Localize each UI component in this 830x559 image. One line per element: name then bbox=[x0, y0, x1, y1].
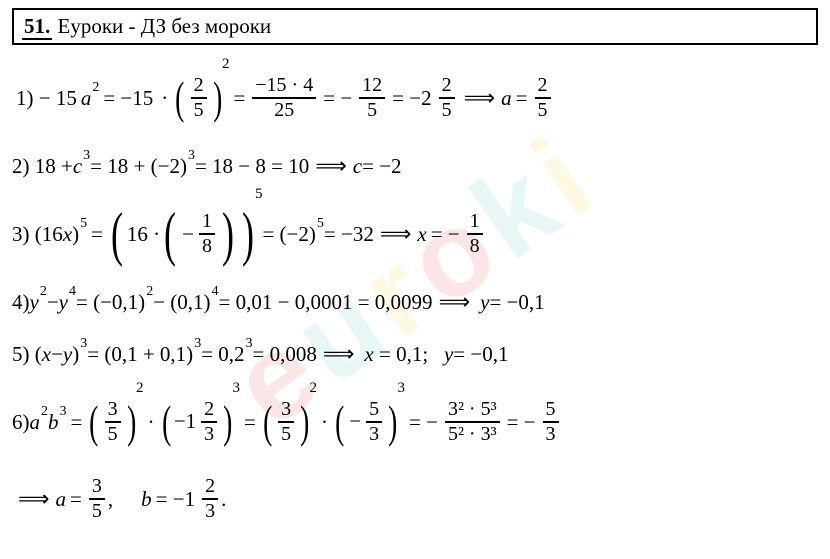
implies-arrow: ⟹ bbox=[439, 291, 471, 313]
paren-group: (25) bbox=[172, 75, 225, 120]
header-box: 51. Еуроки - ДЗ без мороки bbox=[12, 8, 818, 45]
equation-5: 5) (x − y)3 = (0,1 + 0,1)3 = 0,23 = 0,00… bbox=[12, 331, 818, 377]
equation-3: 3) (16x)5 = ( 16 · (−18) )5 = (−2)5 = −3… bbox=[12, 195, 818, 273]
implies-arrow: ⟹ bbox=[380, 223, 412, 245]
equation-6: 6) a2b3 = (35)2 · (−123)3 = (35)2 · (−53… bbox=[12, 383, 818, 461]
implies-arrow: ⟹ bbox=[315, 155, 347, 177]
equation-6-cont: ⟹ a = 35 , b = −1 23 . bbox=[12, 467, 818, 531]
implies-arrow: ⟹ bbox=[464, 87, 496, 109]
equation-4: 4) y2 − y4 = (−0,1)2 − (0,1)4 = 0,01 − 0… bbox=[12, 279, 818, 325]
equation-2: 2) 18 + c3 = 18 + (−2)3 = 18 − 8 = 10 ⟹ … bbox=[12, 143, 818, 189]
problem-number: 51. bbox=[22, 14, 52, 40]
implies-arrow: ⟹ bbox=[323, 343, 355, 365]
header-text: Еуроки - ДЗ без мороки bbox=[58, 14, 272, 38]
equation-1: 1) − 15a2 = −15 · (25)2 = −15 · 425 = − … bbox=[12, 59, 818, 137]
big-paren: ( 16 · (−18) ) bbox=[107, 210, 258, 258]
implies-arrow: ⟹ bbox=[18, 488, 50, 510]
